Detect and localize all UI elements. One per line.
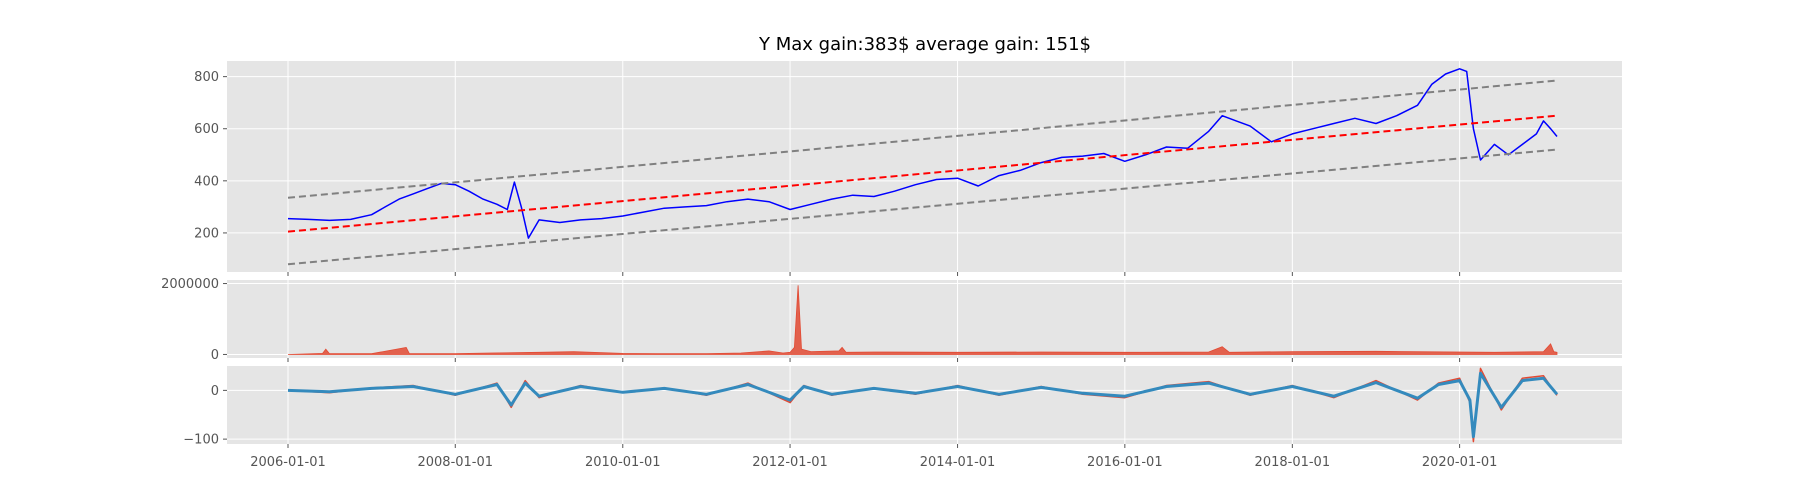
y-tick-label: 600 [194,122,219,137]
y-tick-label: 0 [211,348,219,363]
series-oscillator-slow [287,371,1559,439]
series-volume [287,285,1558,355]
volume-panel: 0 2000000 [161,277,1622,363]
chart-title: Y Max gain:383$ average gain: 151$ [758,34,1091,55]
x-tick-label: 2008-01-01 [417,455,493,470]
plot-background [227,366,1622,444]
x-tick-label: 2020-01-01 [1422,455,1498,470]
x-tick-label: 2018-01-01 [1255,455,1331,470]
x-tick-label: 2014-01-01 [920,455,996,470]
x-tick-label: 2016-01-01 [1087,455,1163,470]
x-tick-label: 2010-01-01 [585,455,661,470]
series-upper-band [287,79,1558,199]
series-lower-band [287,148,1558,266]
series-trend [287,114,1558,233]
plot-background [227,61,1622,272]
price-panel: 200 400 600 800 [194,61,1622,276]
y-tick-label: 0 [211,384,219,399]
y-tick-label: 2000000 [161,277,219,292]
y-tick-label: 400 [194,174,219,189]
y-tick-label: 800 [194,70,219,85]
x-tick-label: 2006-01-01 [250,455,326,470]
plot-background [227,280,1622,358]
oscillator-panel: −100 0 2006-01-01 2008-01-01 2010-01-01 2012-… [183,366,1622,470]
x-tick-label: 2012-01-01 [752,455,828,470]
y-tick-label: 200 [194,226,219,241]
series-price [287,68,1558,239]
y-tick-label: −100 [183,433,219,448]
